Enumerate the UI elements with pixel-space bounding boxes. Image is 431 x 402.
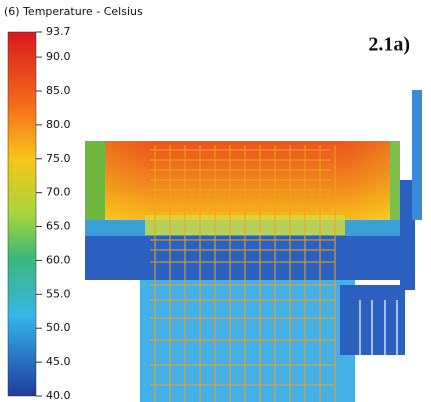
- tick-label: 75.0: [46, 152, 71, 165]
- tick-label: 40.0: [46, 389, 71, 402]
- tick-label: 50.0: [46, 321, 71, 334]
- legend-title: (6) Temperature - Celsius: [4, 5, 143, 18]
- panel-label: 2.1a): [368, 34, 410, 56]
- tick-label: 65.0: [46, 220, 71, 233]
- tick-label: 85.0: [46, 84, 71, 97]
- colorbar: [8, 32, 36, 396]
- tick-label: 55.0: [46, 287, 71, 300]
- screen: (6) Temperature - Celsius 2.1a) 93.7 90.0…: [0, 0, 431, 402]
- tick-label: 93.7: [46, 25, 71, 38]
- tick-label: 90.0: [46, 50, 71, 63]
- colorbar-ticks: 93.7 90.0 85.0 80.0 75.0 70.0 65.0 60.0 55.0 50.0…: [36, 25, 71, 402]
- simulation-image: [85, 90, 422, 402]
- tick-label: 60.0: [46, 253, 71, 266]
- tick-label: 45.0: [46, 355, 71, 368]
- tick-label: 70.0: [46, 186, 71, 199]
- tick-label: 80.0: [46, 118, 71, 131]
